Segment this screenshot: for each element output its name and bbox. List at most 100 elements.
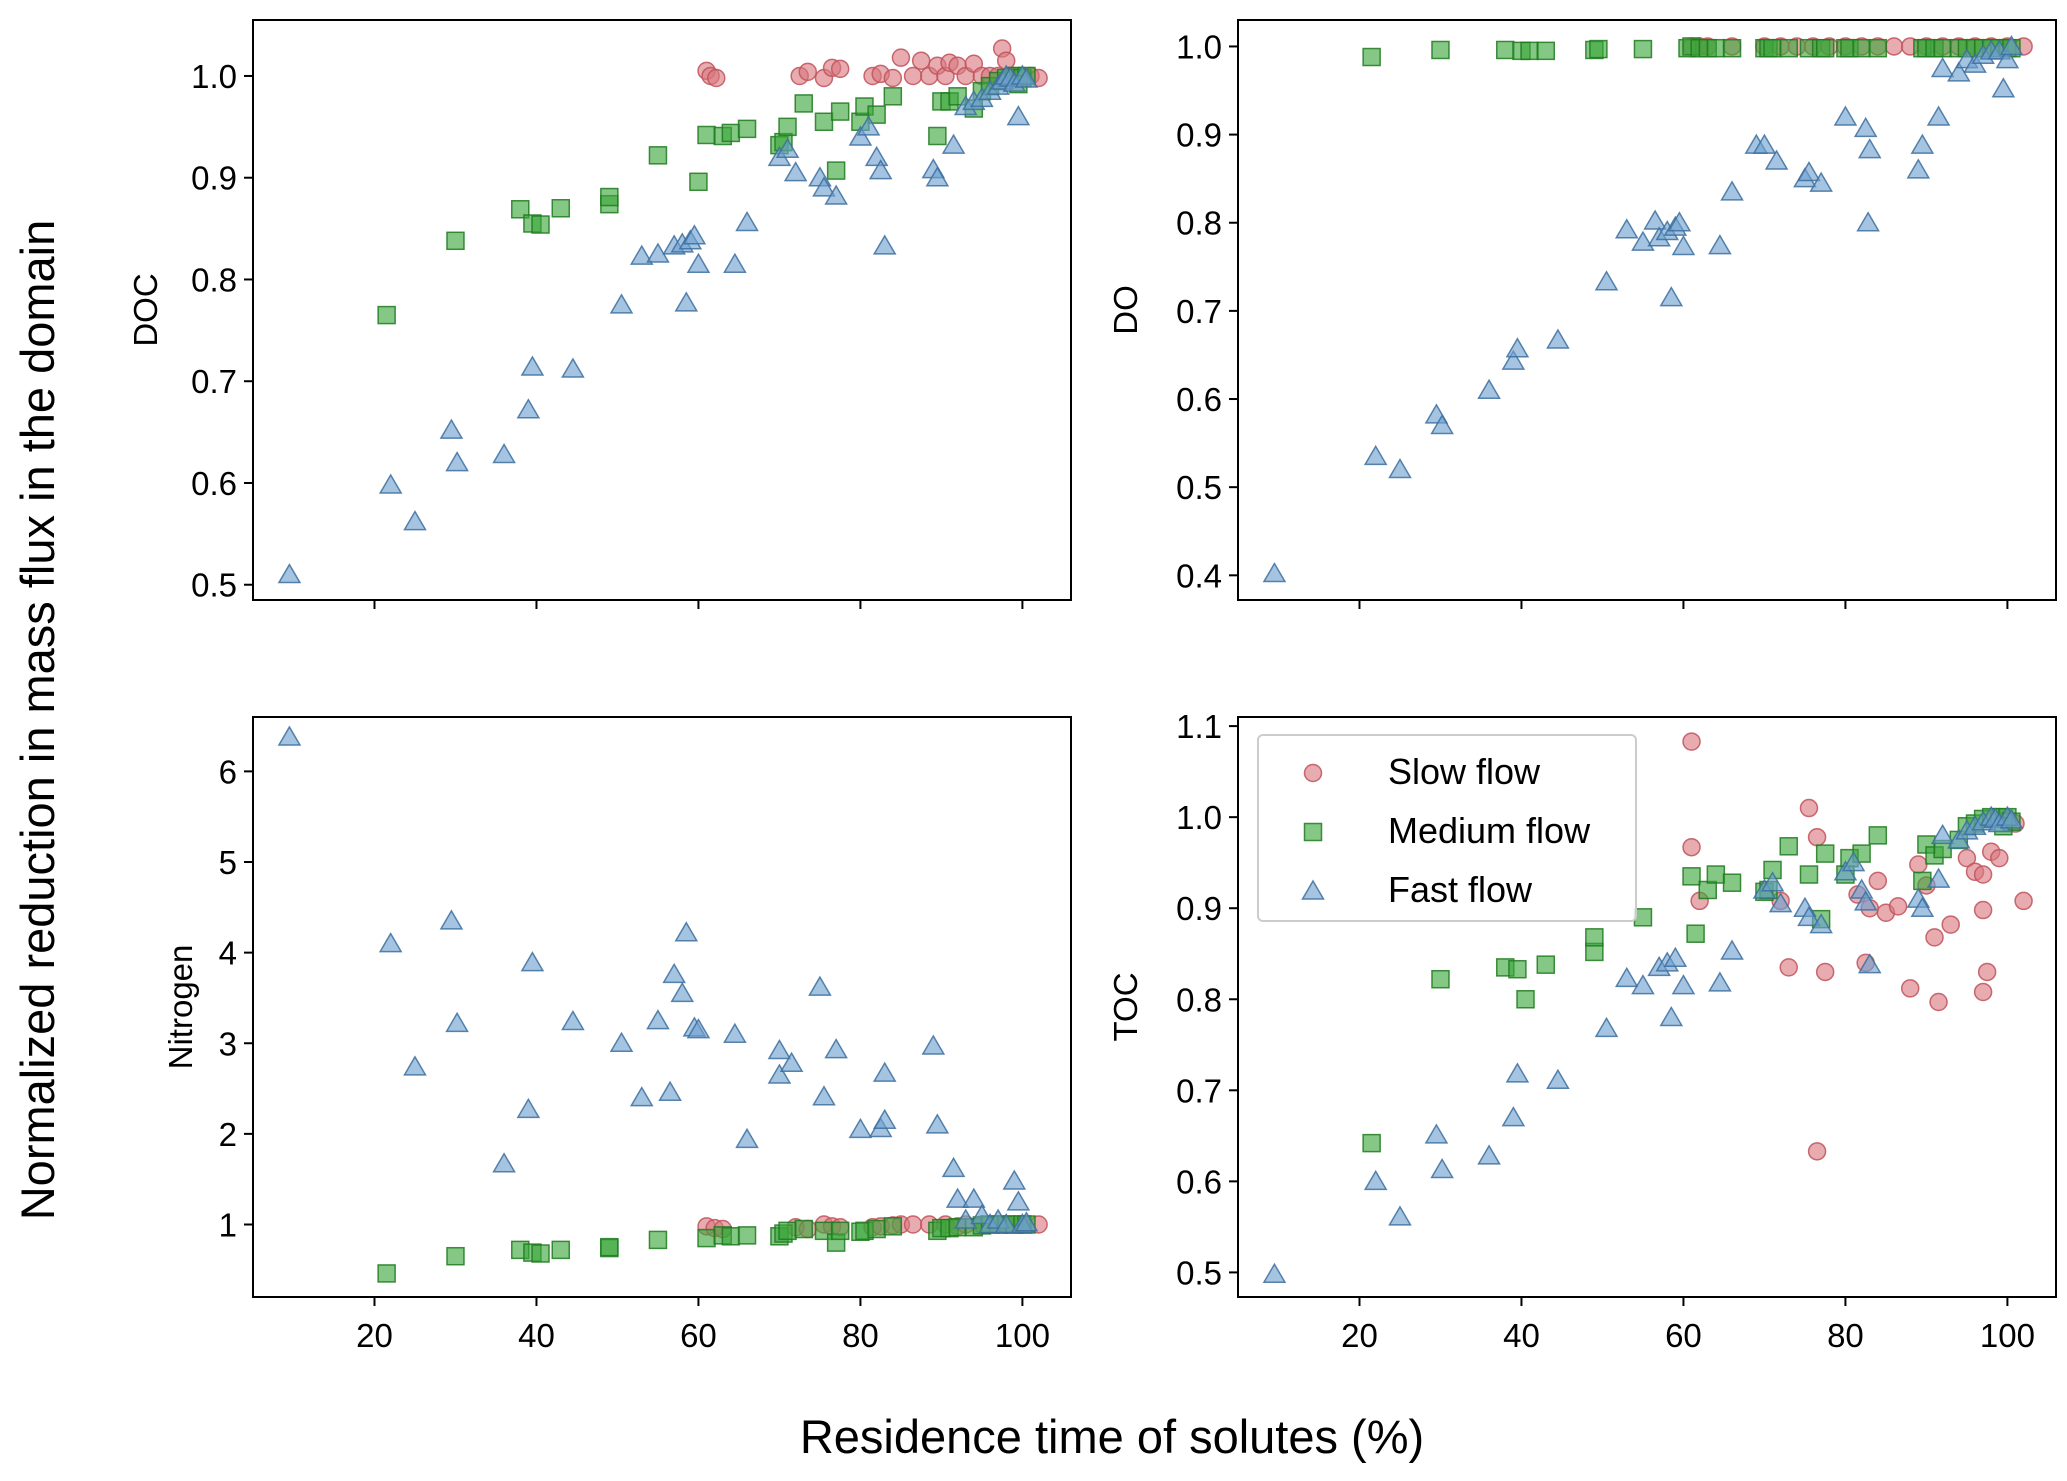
x-tick-label: 20 (1341, 1317, 1378, 1354)
data-point-fast (1424, 1123, 1449, 1144)
data-point-medium (1815, 844, 1835, 863)
data-point-slow (1973, 900, 1993, 920)
data-point-slow (883, 68, 903, 88)
data-point-fast (1477, 378, 1501, 399)
data-point-medium (531, 215, 550, 234)
data-point-fast (848, 1117, 873, 1139)
legend: Slow flow Medium flow Fast flow (1257, 734, 1637, 922)
data-point-fast (658, 1080, 682, 1101)
data-point-fast (1708, 971, 1732, 992)
data-point-medium (1852, 38, 1871, 58)
data-point-fast (520, 355, 545, 376)
data-point-slow (1779, 958, 1798, 977)
data-point-fast (520, 951, 545, 972)
legend-box (1257, 734, 1637, 922)
data-point-medium (1815, 38, 1835, 58)
data-point-fast (445, 451, 469, 472)
data-point-slow (891, 48, 911, 67)
data-point-medium (1633, 908, 1653, 927)
data-point-fast (824, 1038, 848, 1059)
data-point-medium (648, 1230, 668, 1250)
data-point-medium (794, 1219, 813, 1239)
y-tick-label: 0.5 (1176, 1254, 1222, 1291)
data-point-medium (1706, 865, 1726, 884)
data-point-medium (883, 1217, 903, 1236)
y-tick-label: 0.6 (1176, 381, 1222, 418)
data-point-fast (1430, 1158, 1454, 1179)
data-point-medium (551, 198, 571, 218)
x-tick-label: 100 (1980, 1317, 2035, 1354)
data-point-fast (277, 563, 302, 584)
data-point-fast (1841, 851, 1866, 872)
y-tick-label: 0.4 (1176, 557, 1222, 594)
points (1262, 732, 2033, 1283)
data-point-fast (492, 443, 516, 464)
data-point-fast (735, 1127, 759, 1149)
panel-doc: 0.5 0.6 0.7 0.8 0.9 1.0 DOC (127, 19, 1072, 609)
data-point-fast (723, 1022, 747, 1043)
data-point-fast (439, 418, 464, 439)
data-point-slow (2014, 891, 2033, 911)
data-point-fast (808, 975, 832, 996)
data-point-medium (737, 119, 757, 139)
y-tick-label: 0.9 (1176, 117, 1222, 154)
legend-marker-fast (1301, 879, 1325, 900)
data-point-fast (779, 1051, 804, 1072)
data-point-medium (1633, 39, 1653, 59)
data-point-fast (1930, 56, 1955, 78)
data-point-fast (1501, 349, 1526, 370)
data-point-medium (600, 187, 619, 207)
data-point-fast (1926, 105, 1951, 126)
data-point-fast (872, 1061, 897, 1082)
data-point-fast (824, 184, 848, 205)
data-point-slow (1929, 992, 1948, 1012)
data-point-fast (767, 1063, 792, 1084)
panel-frame (252, 19, 1072, 601)
y-tick-label: 1.0 (191, 58, 237, 95)
data-point-fast (1659, 286, 1684, 307)
data-point-medium (1722, 38, 1742, 58)
data-point-fast (1505, 1062, 1530, 1083)
data-point-fast (1910, 896, 1935, 917)
panels: 0.5 0.6 0.7 0.8 0.9 1.0 DOC 0.4 0.5 0.6 0.7 0.8 0.9 1… (127, 19, 2057, 1354)
panel-y-axis-label: DO (1107, 285, 1144, 335)
data-point-fast (1002, 1169, 1027, 1190)
data-point-fast (1262, 1262, 1287, 1283)
data-point-fast (646, 242, 670, 263)
data-point-fast (1797, 905, 1821, 927)
data-point-medium (721, 1227, 741, 1246)
data-point-fast (925, 166, 950, 187)
data-point-fast (378, 932, 403, 953)
data-point-slow (903, 66, 923, 86)
data-point-slow (1799, 798, 1819, 818)
data-point-fast (864, 145, 889, 167)
y-tick-label: 3 (219, 1025, 237, 1062)
data-point-fast (1833, 105, 1858, 126)
y-tick-label: 2 (219, 1116, 237, 1153)
data-point-fast (1797, 161, 1821, 182)
data-point-medium (1508, 959, 1527, 979)
data-point-slow (1884, 37, 1904, 56)
data-point-fast (1809, 171, 1833, 192)
data-point-fast (609, 293, 634, 314)
legend-label-fast: Fast flow (1388, 869, 1533, 910)
legend-label-medium: Medium flow (1388, 810, 1591, 851)
data-point-fast (1388, 458, 1412, 479)
data-point-medium (778, 117, 797, 137)
data-point-fast (1760, 871, 1785, 892)
y-tick-label: 0.8 (191, 261, 237, 298)
data-point-fast (783, 161, 808, 182)
data-point-fast (1614, 218, 1639, 239)
data-point-fast (1667, 211, 1692, 232)
data-point-fast (872, 234, 897, 255)
data-point-medium (446, 1246, 465, 1266)
data-point-slow (1990, 848, 2009, 868)
data-point-fast (1477, 1144, 1501, 1165)
data-point-medium (1706, 38, 1726, 58)
data-point-medium (689, 172, 708, 192)
data-point-medium (1868, 826, 1888, 845)
data-point-fast (767, 1039, 792, 1060)
data-point-fast (1363, 1169, 1388, 1191)
x-tick-label: 80 (1827, 1317, 1864, 1354)
y-tick-label: 5 (219, 844, 237, 881)
